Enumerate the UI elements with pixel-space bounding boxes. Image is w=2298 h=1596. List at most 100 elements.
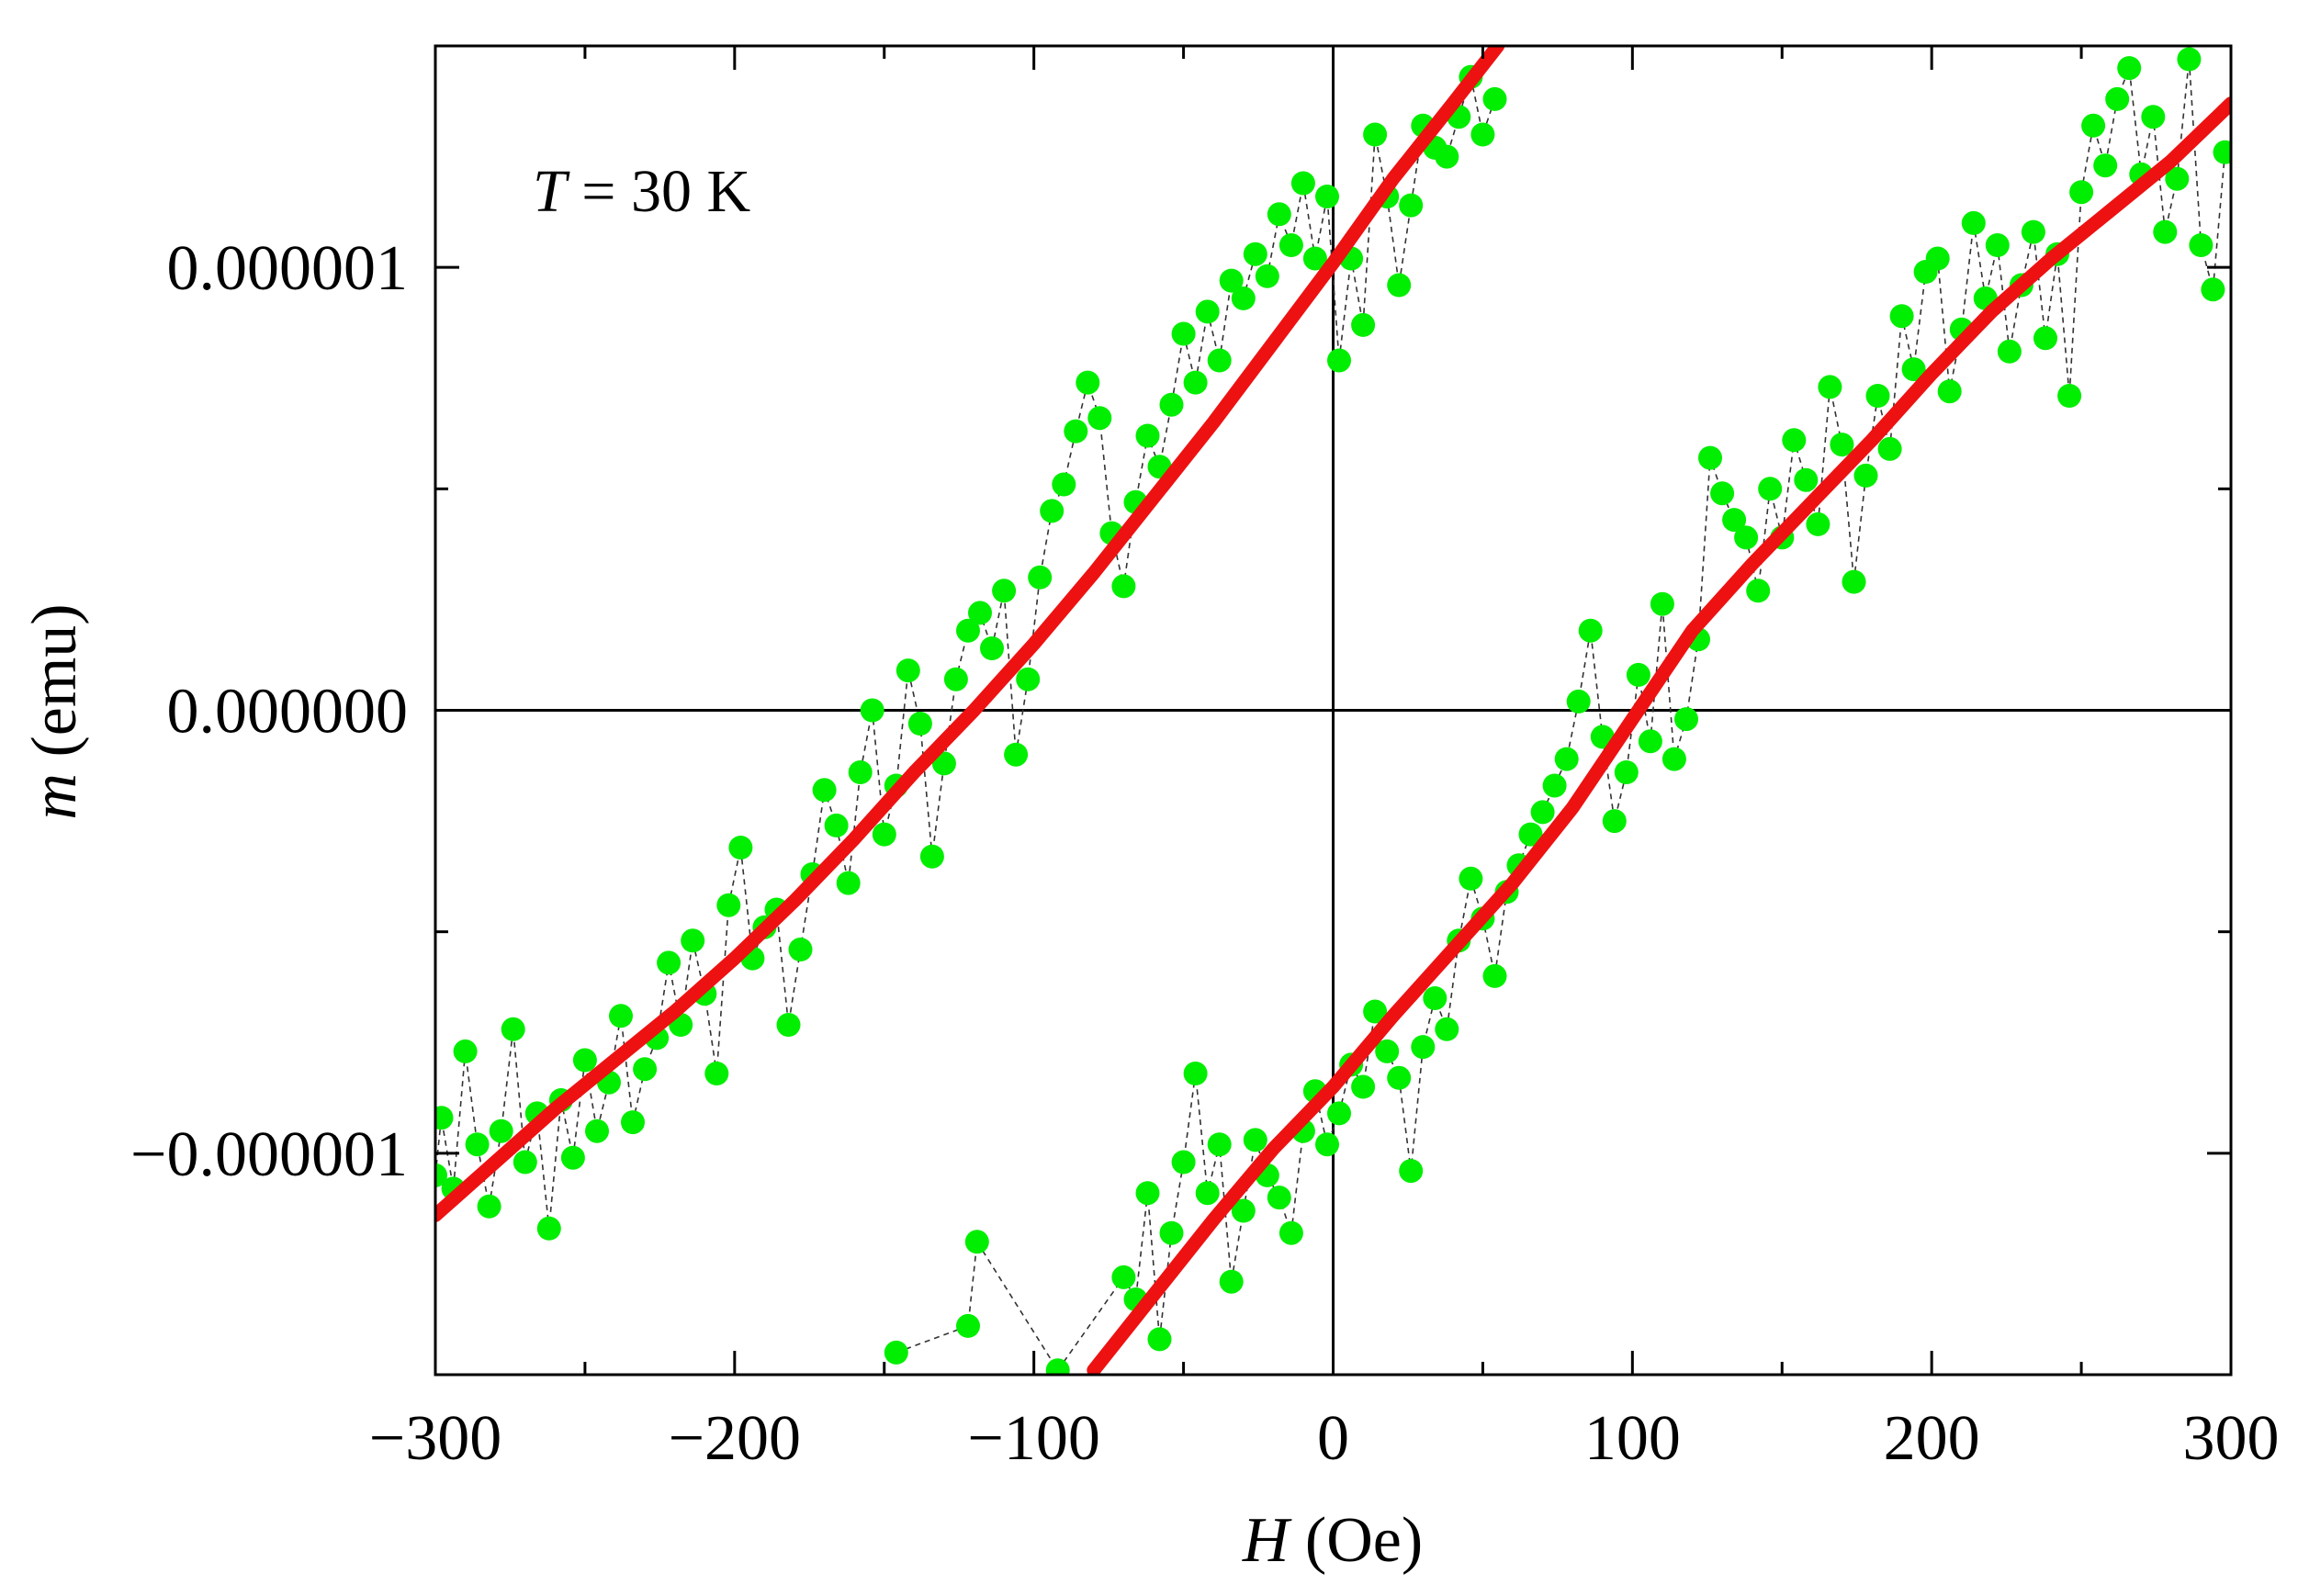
data-point <box>2021 219 2045 244</box>
x-axis-symbol: H <box>1242 1505 1292 1576</box>
y-axis-symbol: m <box>19 773 90 820</box>
x-tick-label: 0 <box>1317 1403 1349 1474</box>
data-point <box>2213 140 2231 164</box>
data-point <box>1411 1035 1436 1060</box>
data-point <box>1470 122 1495 147</box>
x-tick-label: −100 <box>967 1403 1099 1474</box>
y-tick-label: 0.000000 <box>167 677 409 747</box>
data-point <box>2069 180 2094 205</box>
fit-line-descending <box>435 46 1505 1222</box>
data-point <box>1183 370 1208 395</box>
data-point <box>1435 144 1459 169</box>
data-point <box>848 760 873 784</box>
x-tick-label: 200 <box>1884 1403 1980 1474</box>
data-point <box>1985 233 2010 257</box>
data-point <box>2141 105 2166 129</box>
data-point <box>836 871 861 895</box>
data-point <box>2153 219 2178 244</box>
data-point <box>621 1110 645 1135</box>
temperature-value: = 30 K <box>567 158 750 225</box>
data-point <box>1554 747 1579 771</box>
data-point <box>1794 467 1819 492</box>
data-point <box>1830 433 1854 457</box>
data-point <box>1171 1150 1196 1175</box>
data-point <box>1423 986 1448 1010</box>
data-point <box>1207 1132 1232 1157</box>
data-point <box>1734 525 1759 550</box>
data-point <box>1865 384 1890 408</box>
data-point <box>1399 193 1424 218</box>
data-point <box>1482 963 1507 988</box>
data-point <box>1315 1132 1339 1157</box>
data-point <box>560 1145 585 1170</box>
data-point <box>1375 1039 1400 1063</box>
data-point <box>1045 1358 1070 1375</box>
data-point <box>435 1106 454 1130</box>
data-point <box>1901 357 1926 382</box>
measured-connector-ascending <box>896 59 2226 1372</box>
data-point <box>1243 1128 1267 1152</box>
x-tick-label: −300 <box>369 1403 501 1474</box>
data-point <box>980 636 1004 660</box>
data-point <box>681 928 705 953</box>
data-point <box>788 938 813 961</box>
data-point <box>585 1118 609 1143</box>
data-point <box>1207 348 1232 373</box>
data-point <box>824 813 849 837</box>
data-point <box>1602 809 1627 834</box>
temperature-annotation: T = 30 K <box>533 158 750 225</box>
data-point <box>931 751 956 776</box>
data-point <box>1710 481 1735 506</box>
data-point <box>1542 773 1567 798</box>
plot-layer <box>435 46 2231 1375</box>
data-point <box>1399 1159 1424 1184</box>
x-axis-unit: (Oe) <box>1289 1505 1423 1576</box>
data-point <box>1351 312 1376 337</box>
data-point <box>907 712 932 736</box>
data-point <box>633 1057 658 1082</box>
data-point <box>2093 153 2118 178</box>
data-point <box>1626 662 1650 687</box>
data-point <box>2081 113 2106 138</box>
data-point <box>776 1013 801 1037</box>
data-point <box>1578 618 1603 643</box>
x-axis-ticks: −300 −200 −100 0 100 200 300 <box>369 46 2280 1474</box>
data-point <box>1782 428 1807 453</box>
data-point <box>1842 569 1866 594</box>
y-axis-label: m (emu) <box>19 603 90 819</box>
data-point <box>1758 477 1783 501</box>
data-point <box>1746 579 1771 603</box>
data-point <box>501 1017 525 1041</box>
data-point <box>1614 760 1639 784</box>
data-point <box>704 1062 729 1085</box>
data-point <box>716 893 741 917</box>
data-point <box>1925 246 1950 271</box>
data-point <box>1052 472 1076 497</box>
data-point <box>956 618 980 643</box>
data-point <box>956 1313 980 1338</box>
data-point <box>513 1150 537 1175</box>
data-point <box>465 1132 490 1157</box>
data-point <box>2165 166 2190 191</box>
data-point <box>1327 348 1351 373</box>
data-point <box>1028 565 1053 590</box>
data-point <box>1183 1062 1208 1085</box>
data-point <box>1219 1269 1244 1294</box>
data-point <box>1937 379 1962 404</box>
data-point <box>1195 1181 1220 1206</box>
data-point <box>728 836 753 860</box>
data-point <box>1135 423 1160 448</box>
data-point <box>1279 233 1303 257</box>
data-point <box>1267 1186 1291 1210</box>
data-point <box>1877 436 1902 461</box>
x-axis-label: H (Oe) <box>1242 1505 1423 1576</box>
data-point <box>2057 384 2082 408</box>
data-point <box>1518 822 1543 847</box>
data-point <box>1159 1220 1184 1245</box>
data-point <box>964 1230 989 1254</box>
data-point <box>1566 689 1591 714</box>
data-point <box>2201 277 2225 302</box>
data-point <box>812 778 837 803</box>
x-tick-label: 100 <box>1584 1403 1681 1474</box>
